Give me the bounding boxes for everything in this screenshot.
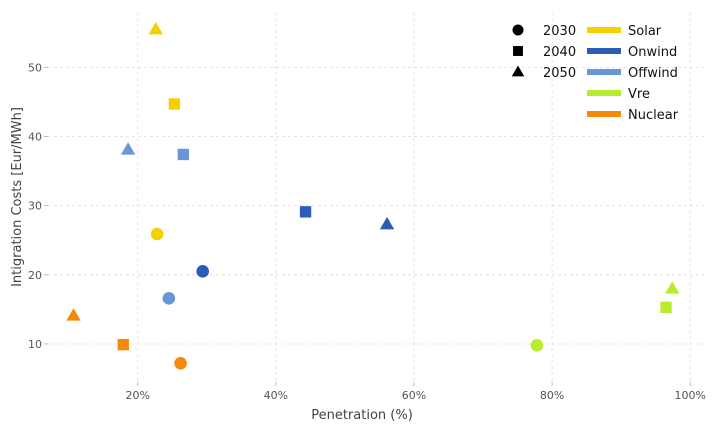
series-onwind (196, 206, 395, 278)
x-axis-label: Penetration (%) (311, 408, 413, 423)
point-offwind-2050 (120, 142, 136, 155)
point-nuclear-2030 (174, 357, 187, 370)
y-axis-ticks: 10 20 30 40 50 (28, 61, 48, 351)
legend-label-nuclear: Nuclear (628, 108, 679, 123)
legend-label-vre: Vre (628, 87, 650, 102)
x-tick-label: 60% (402, 389, 426, 402)
legend-swatch-onwind (587, 48, 621, 54)
x-tick-label: 80% (540, 389, 564, 402)
legend-label-2040: 2040 (543, 45, 576, 60)
y-tick-label: 10 (28, 338, 42, 351)
y-tick-label: 50 (28, 61, 42, 74)
legend-swatch-solar (587, 27, 621, 33)
y-tick-label: 30 (28, 200, 42, 213)
point-nuclear-2040 (117, 338, 129, 351)
legend-label-2050: 2050 (543, 66, 576, 81)
legend-label-2030: 2030 (543, 24, 576, 39)
series-nuclear (66, 308, 187, 370)
legend-marker-2050 (511, 65, 525, 77)
point-onwind-2040 (299, 206, 312, 218)
legend-marker-2030 (512, 24, 524, 36)
point-offwind-2040 (177, 148, 190, 161)
legend-swatch-nuclear (587, 111, 621, 117)
point-solar-2030 (150, 227, 164, 241)
series-vre (530, 281, 680, 352)
point-solar-2050 (148, 21, 163, 35)
legend-swatch-offwind (587, 69, 621, 75)
legend-label-onwind: Onwind (628, 45, 677, 60)
series-offwind (120, 142, 190, 305)
point-vre-2050 (665, 281, 680, 294)
point-solar-2040 (168, 98, 181, 110)
point-onwind-2050 (379, 216, 395, 230)
legend-label-offwind: Offwind (628, 66, 678, 81)
y-tick-label: 20 (28, 269, 42, 282)
series-solar (148, 21, 181, 241)
grid (48, 12, 704, 382)
legend-label-solar: Solar (628, 24, 662, 39)
x-tick-label: 40% (264, 389, 288, 402)
x-tick-label: 100% (674, 389, 705, 402)
point-offwind-2030 (162, 292, 176, 305)
point-vre-2040 (660, 301, 672, 313)
legend-swatch-vre (587, 90, 621, 96)
y-axis-label: Intigration Costs [Eur/MWh] (10, 107, 25, 287)
point-vre-2030 (530, 339, 544, 352)
x-tick-label: 20% (126, 389, 150, 402)
point-nuclear-2050 (66, 308, 81, 321)
data-points (66, 21, 680, 370)
legend: 2030 2040 2050 Solar Onwind Offwind Vre Nuclear (511, 24, 679, 123)
legend-marker-2040 (513, 46, 523, 56)
y-tick-label: 40 (28, 130, 42, 143)
point-onwind-2030 (196, 265, 209, 278)
x-axis-ticks: 20% 40% 60% 80% 100% (126, 382, 706, 402)
